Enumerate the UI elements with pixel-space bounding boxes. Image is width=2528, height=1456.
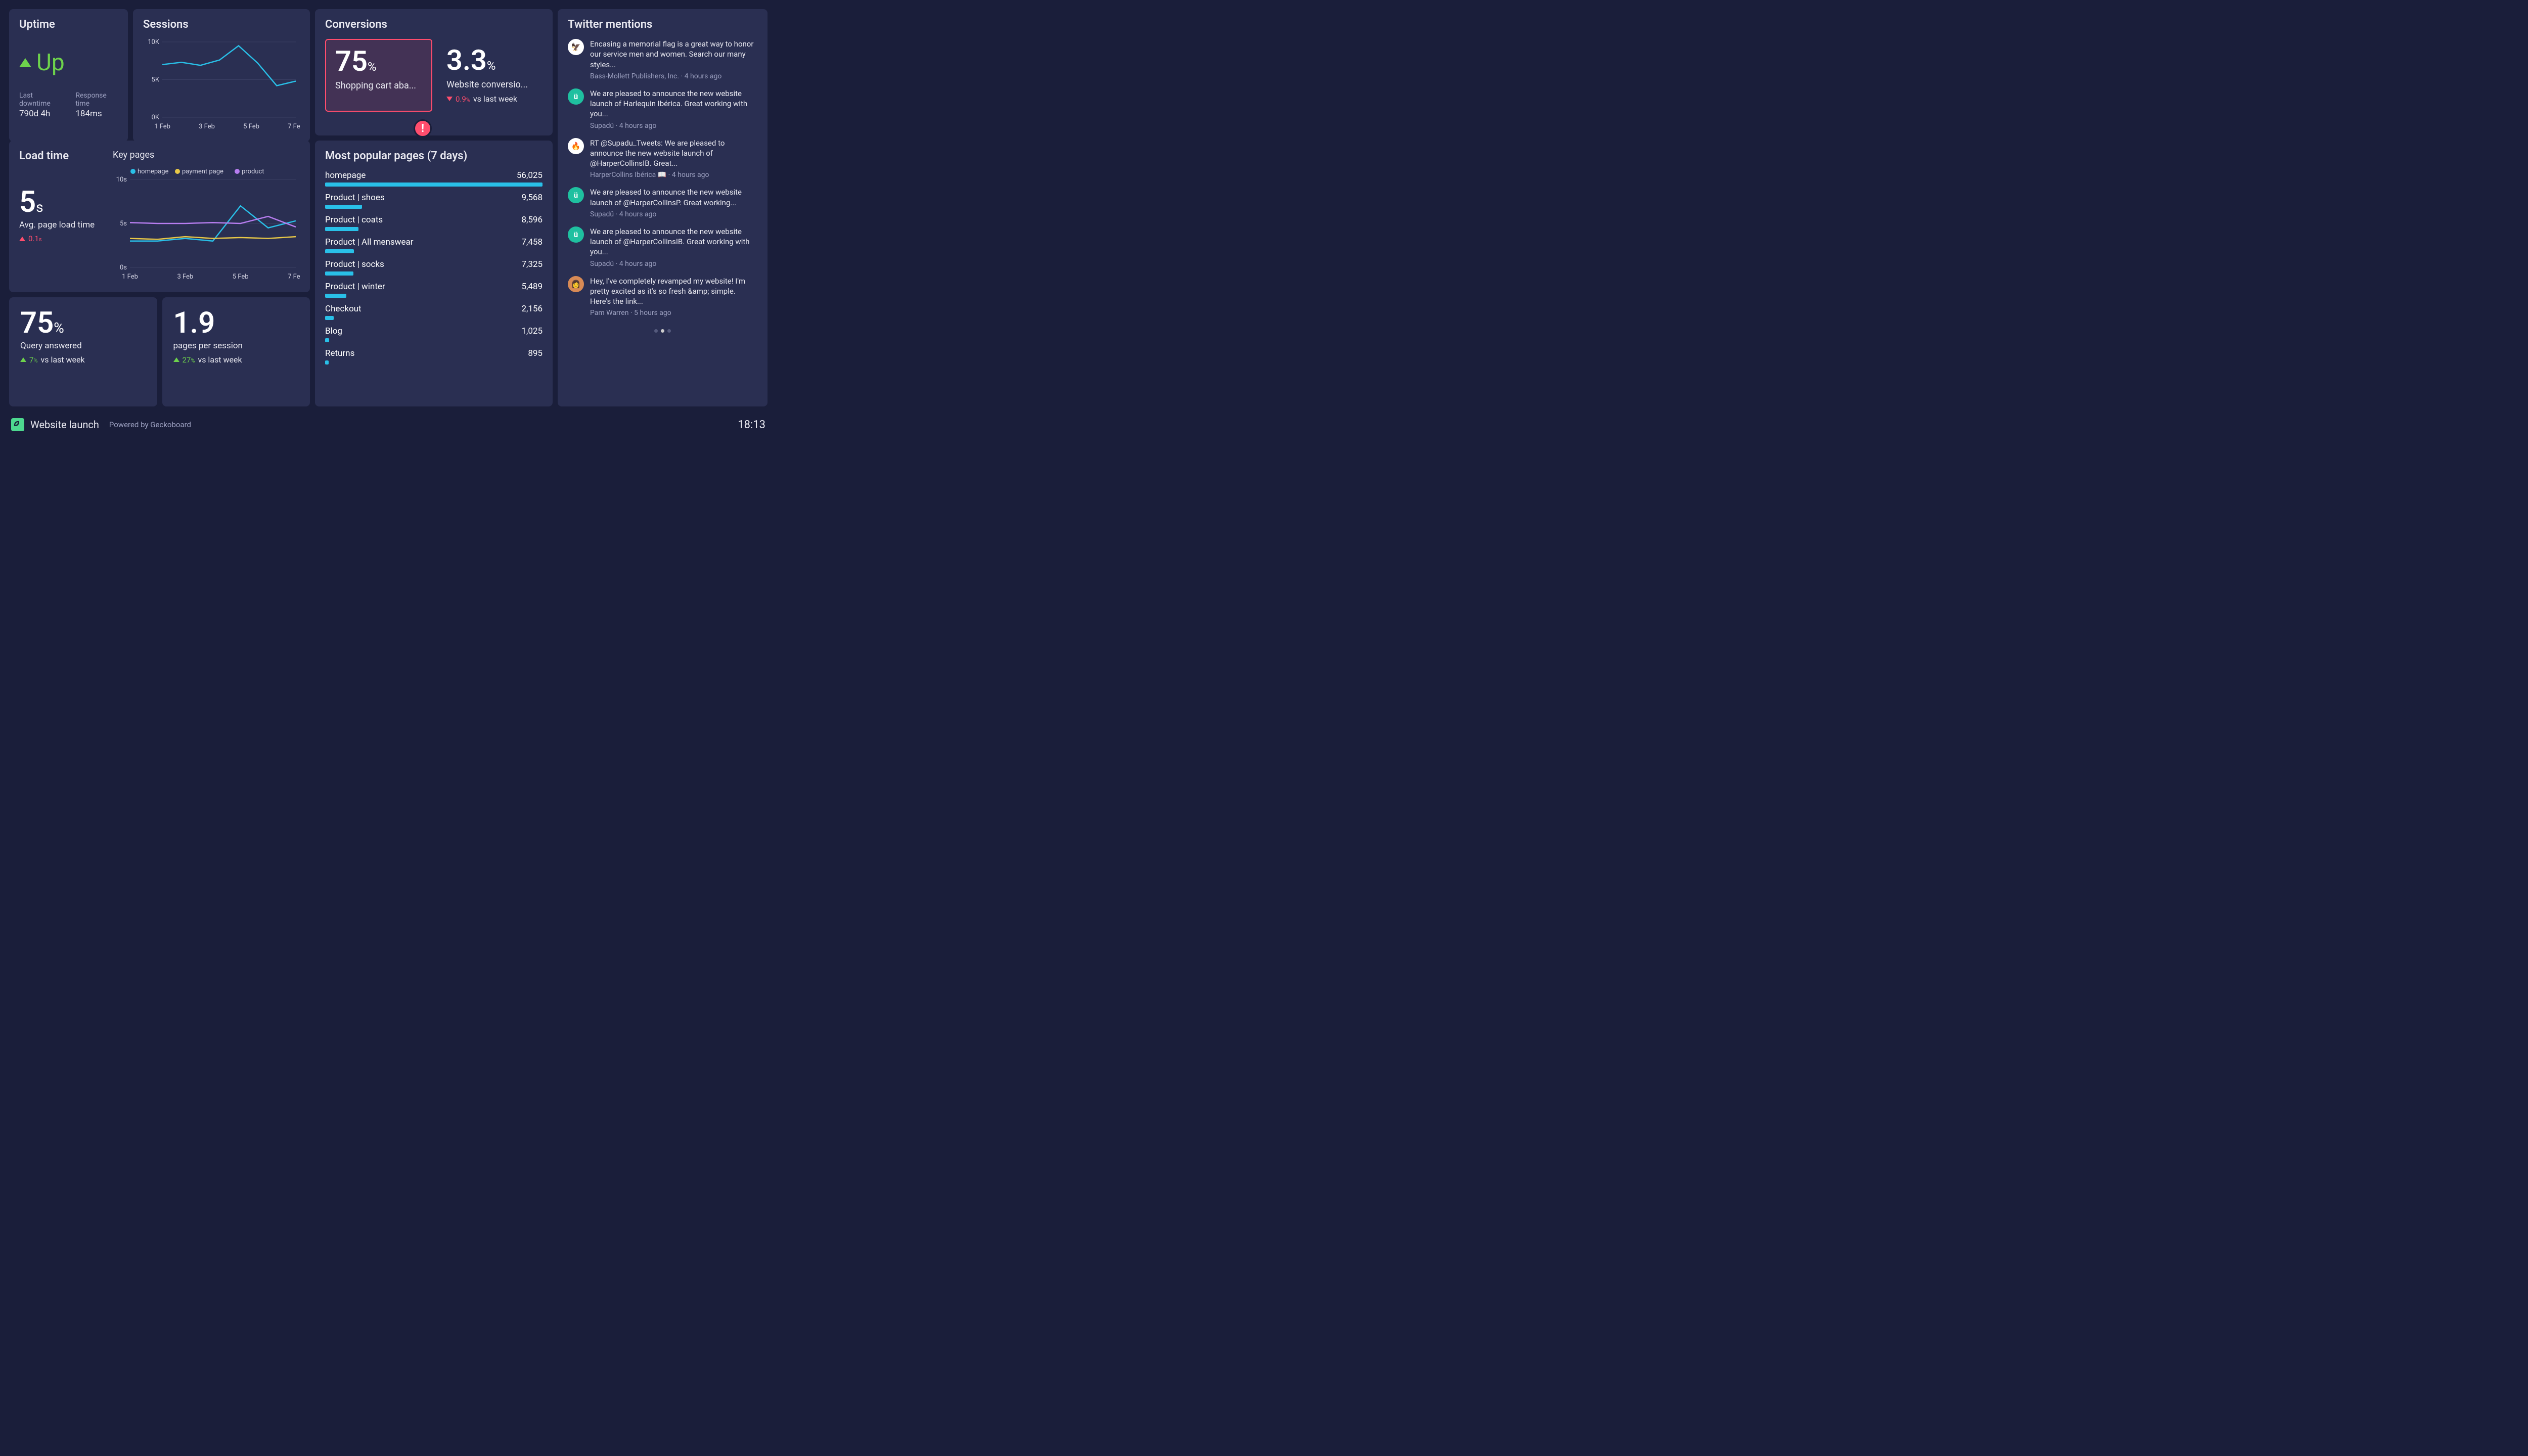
query-delta: 7% vs last week xyxy=(20,355,146,365)
svg-text:5 Feb: 5 Feb xyxy=(233,273,249,281)
avatar: ü xyxy=(568,226,584,243)
avatar: 🔥 xyxy=(568,138,584,154)
avatar: ü xyxy=(568,187,584,203)
pages-per-session-card: 1.9 pages per session 27% vs last week xyxy=(162,297,310,406)
page-row: Blog1,025 xyxy=(325,326,543,342)
twitter-title: Twitter mentions xyxy=(568,18,757,31)
geckoboard-logo-icon xyxy=(11,418,24,431)
query-answered-card: 75% Query answered 7% vs last week xyxy=(9,297,157,406)
uptime-title: Uptime xyxy=(19,18,118,31)
pagination-dots[interactable] xyxy=(568,325,757,335)
uptime-card: Uptime Up Last downtime 790d 4h Response… xyxy=(9,9,128,142)
svg-text:payment page: payment page xyxy=(182,168,223,175)
svg-text:0K: 0K xyxy=(152,114,160,121)
up-arrow-icon xyxy=(19,237,25,241)
tweet-item[interactable]: 🦅Encasing a memorial flag is a great way… xyxy=(568,39,757,80)
uptime-status: Up xyxy=(19,49,118,76)
conversions-card: Conversions 75% Shopping cart aba... 3.3… xyxy=(315,9,553,135)
svg-text:3 Feb: 3 Feb xyxy=(199,123,215,130)
avatar: 👩 xyxy=(568,276,584,292)
popular-pages-card: Most popular pages (7 days) homepage56,0… xyxy=(315,141,553,406)
page-row: Product | socks7,325 xyxy=(325,259,543,276)
last-downtime: Last downtime 790d 4h xyxy=(19,92,61,119)
conversion-delta: 0.9% vs last week xyxy=(446,94,533,104)
page-row: Product | shoes9,568 xyxy=(325,193,543,209)
avatar: ü xyxy=(568,88,584,105)
footer: Website launch Powered by Geckoboard 18:… xyxy=(0,413,777,437)
down-arrow-icon xyxy=(446,97,453,101)
svg-text:0s: 0s xyxy=(120,264,127,271)
svg-text:10s: 10s xyxy=(116,176,127,184)
up-arrow-icon xyxy=(173,357,179,362)
tweet-item[interactable]: üWe are pleased to announce the new webs… xyxy=(568,88,757,130)
page-row: Product | coats8,596 xyxy=(325,215,543,231)
svg-text:homepage: homepage xyxy=(138,168,169,175)
svg-text:product: product xyxy=(242,168,264,175)
load-time-card: Load time 5s Avg. page load time 0.1s Ke… xyxy=(9,141,310,292)
page-row: Returns895 xyxy=(325,348,543,365)
keypages-title: Key pages xyxy=(113,150,300,160)
page-row: homepage56,025 xyxy=(325,170,543,187)
svg-text:1 Feb: 1 Feb xyxy=(122,273,138,281)
popular-pages-title: Most popular pages (7 days) xyxy=(325,150,543,162)
sessions-title: Sessions xyxy=(143,18,300,31)
alert-badge-icon: ! xyxy=(414,119,432,138)
svg-text:5s: 5s xyxy=(120,220,127,228)
svg-text:7 Feb: 7 Feb xyxy=(288,273,300,281)
page-row: Product | winter5,489 xyxy=(325,282,543,298)
cart-abandonment-box: 75% Shopping cart aba... xyxy=(325,39,432,112)
up-arrow-icon xyxy=(20,357,26,362)
svg-text:5 Feb: 5 Feb xyxy=(243,123,259,130)
pps-delta: 27% vs last week xyxy=(173,355,299,365)
sessions-chart: 10K 5K 0K 1 Feb 3 Feb 5 Feb 7 Feb xyxy=(143,39,300,132)
avatar: 🦅 xyxy=(568,39,584,55)
svg-text:10K: 10K xyxy=(148,39,160,46)
page-row: Checkout2,156 xyxy=(325,304,543,320)
keypages-chart: homepage payment page product 10s 5s 0s 1 Feb 3… xyxy=(113,165,300,282)
up-arrow-icon xyxy=(19,58,31,67)
site-conversion-box: 3.3% Website conversio... 0.9% vs last w… xyxy=(437,39,543,112)
sessions-card: Sessions 10K 5K 0K 1 Feb 3 Feb 5 Feb 7 Feb xyxy=(133,9,310,142)
clock: 18:13 xyxy=(738,419,765,431)
page-row: Product | All menswear7,458 xyxy=(325,237,543,253)
tweet-item[interactable]: üWe are pleased to announce the new webs… xyxy=(568,187,757,218)
tweet-item[interactable]: üWe are pleased to announce the new webs… xyxy=(568,226,757,268)
response-time: Response time 184ms xyxy=(75,92,118,119)
tweet-item[interactable]: 👩Hey, I've completely revamped my websit… xyxy=(568,276,757,317)
svg-text:3 Feb: 3 Feb xyxy=(177,273,193,281)
load-title: Load time xyxy=(19,150,104,162)
load-delta: 0.1s xyxy=(19,234,104,243)
conversions-title: Conversions xyxy=(325,18,543,31)
tweet-item[interactable]: 🔥RT @Supadu_Tweets: We are pleased to an… xyxy=(568,138,757,179)
svg-text:1 Feb: 1 Feb xyxy=(154,123,170,130)
twitter-card: Twitter mentions 🦅Encasing a memorial fl… xyxy=(558,9,768,406)
svg-text:5K: 5K xyxy=(152,76,160,84)
svg-text:7 Feb: 7 Feb xyxy=(288,123,300,130)
